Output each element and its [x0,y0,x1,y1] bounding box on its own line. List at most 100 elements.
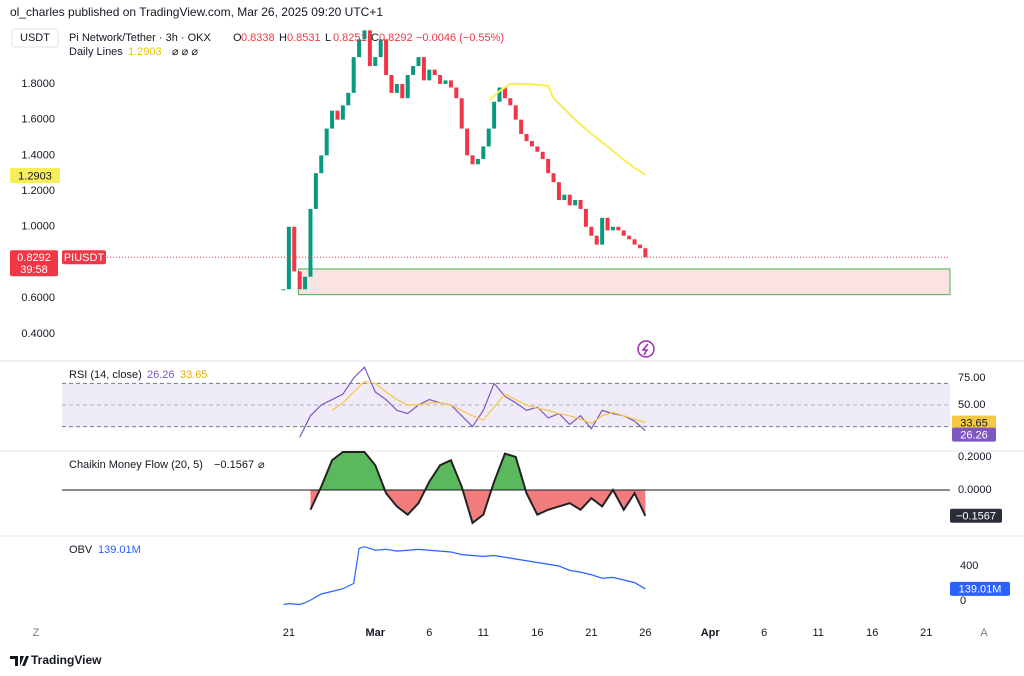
rsi-ma-label-box [952,415,996,430]
candle [583,208,588,227]
candle [313,173,318,209]
ohlc-value: 0.8338 [241,32,275,44]
y-tick-label: 0.6000 [21,292,55,304]
ohlc-value: 0.8292 [379,32,413,44]
rsi-label: 26.26 [960,430,988,442]
x-tick-label: 11 [478,627,489,639]
candle [384,39,389,75]
legend-icons: ⌀ ⌀ ⌀ [172,46,198,58]
candle [448,80,453,88]
event-icon[interactable] [637,340,655,358]
currency-box [11,28,59,48]
rsi-value: 26.26 [147,369,175,381]
y-tick-label: 1.2000 [21,185,55,197]
candle [502,87,507,99]
candle [486,128,491,147]
candle [556,182,561,200]
y-tick-label: 1.8000 [21,78,55,90]
obv-title: OBV [69,544,93,556]
rsi-ma-label: 33.65 [960,418,988,430]
candle [616,226,621,231]
y-tick-label: 0.2000 [958,451,992,463]
candle [621,230,626,236]
candle [443,80,448,84]
candle [324,128,329,156]
ohlc-key: C [371,32,379,44]
daily-price-label-box [10,167,60,183]
candle [567,194,572,206]
candle [438,75,443,84]
candle [605,217,610,231]
candle [303,276,308,290]
x-tick-label: 21 [283,627,295,639]
support-zone [298,268,951,296]
candle [389,75,394,93]
candle [378,39,383,58]
candle [405,75,410,99]
candle [513,105,518,120]
candle [308,208,313,277]
change: −0.0046 (−0.55%) [416,32,504,44]
candle [637,244,642,249]
rsi-ma-line [331,380,646,425]
candle [351,57,356,93]
candle [589,226,594,236]
ohlc-key: L [325,32,331,44]
candle [551,173,556,183]
candle [367,30,372,67]
x-tick-label: Apr [701,627,721,639]
candle [546,158,551,174]
cmf-line [309,451,647,525]
candle [600,217,605,245]
auto-button[interactable]: A [980,627,988,639]
candle [346,92,351,106]
obv-label: 139.01M [959,584,1002,596]
candle [610,226,615,231]
candle [465,128,470,156]
cmf-label: −0.1567 [956,511,996,523]
obv-line [283,546,646,606]
candle [562,194,567,200]
y-tick-label: 0 [960,595,966,607]
rsi-ma-value: 33.65 [180,369,208,381]
candle [481,146,486,159]
candle [357,39,362,58]
logo-icon [10,656,29,666]
x-tick-label: 11 [812,627,823,639]
cmf-negative-area [310,489,646,523]
cmf-title: Chaikin Money Flow (20, 5) [69,459,203,471]
candle [573,200,578,206]
candle [470,155,475,165]
zoom-button[interactable]: Z [33,627,40,639]
price-label: 0.8292 [17,252,51,264]
candle [540,151,545,159]
ohlc-value: 0.8531 [287,32,321,44]
cmf-label-box [950,508,1002,523]
daily-price-label: 1.2903 [18,170,52,182]
event-bolt [641,343,649,356]
x-tick-label: Mar [366,627,386,639]
logo: TradingView [31,653,102,667]
candle [643,248,648,258]
candle [529,141,534,147]
symbol-label: PIUSDT [64,252,105,264]
y-tick-label: 0.4000 [21,328,55,340]
candle [578,200,583,209]
daily-value: 1.2903 [128,46,162,58]
candle [594,235,599,245]
x-tick-label: 16 [866,627,878,639]
y-tick-label: 75.00 [958,372,986,384]
rsi-title: RSI (14, close) [69,369,142,381]
candle [319,155,324,174]
x-tick-label: 6 [761,627,767,639]
y-tick-label: 50.00 [958,399,986,411]
candle [632,239,637,245]
ohlc-value: 0.8251 [333,32,367,44]
candle [519,119,524,134]
publisher: ol_charles published on TradingView.com,… [10,5,383,19]
y-tick-label: 0.0000 [958,484,992,496]
obv-label-box [950,581,1010,596]
candle [330,110,335,129]
candle [475,158,480,165]
